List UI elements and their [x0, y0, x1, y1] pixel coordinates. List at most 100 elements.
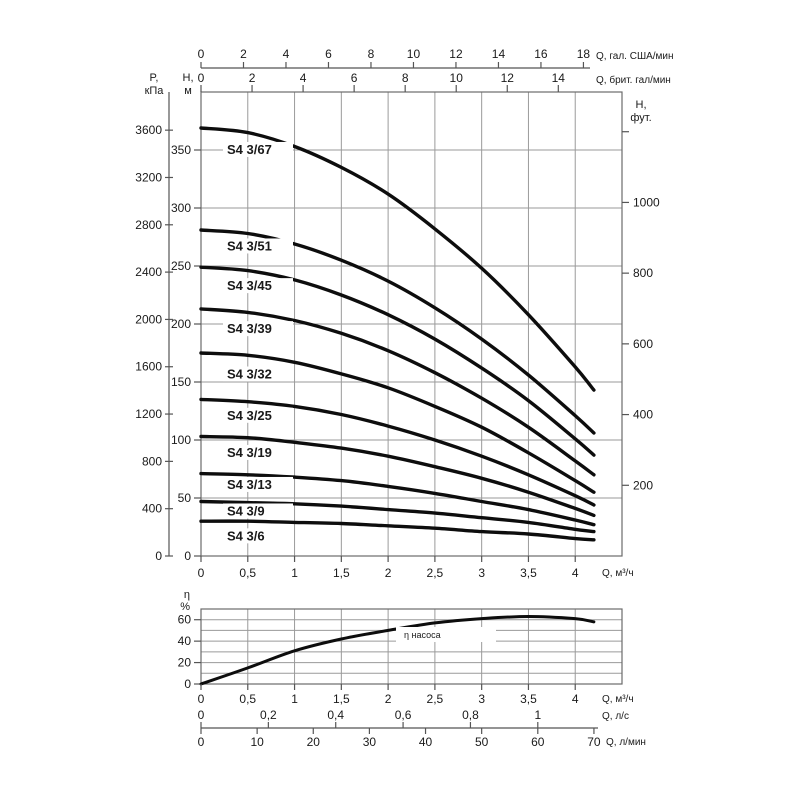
- lps-tick-label: 0,2: [260, 708, 277, 722]
- meters-axis-title-unit: м: [184, 85, 192, 97]
- usgal-tick-label: 12: [449, 47, 463, 61]
- curve-label: S4 3/45: [227, 278, 272, 293]
- eta-tick-label: 40: [178, 634, 192, 648]
- eta-tick-label: 0: [184, 677, 191, 691]
- curve-label: S4 3/51: [227, 238, 272, 253]
- ukgal-tick-label: 6: [351, 71, 358, 85]
- lpm-tick-label: 40: [419, 735, 433, 749]
- eff-x-tick-label: 3: [478, 692, 485, 706]
- lps-tick-label: 0,6: [395, 708, 412, 722]
- usgal-tick-label: 14: [492, 47, 506, 61]
- meters-axis-title: H,: [183, 72, 194, 84]
- meters-tick-label: 250: [171, 259, 191, 273]
- pump-curve-S4-3-67: [199, 126, 596, 392]
- kpa-tick-label: 0: [155, 549, 162, 563]
- ukgal-tick-label: 10: [450, 71, 464, 85]
- curve-label: S4 3/19: [227, 445, 272, 460]
- meters-tick-label: 100: [171, 433, 191, 447]
- curve-label: S4 3/9: [227, 503, 265, 518]
- lpm-tick-label: 50: [475, 735, 489, 749]
- pump-curve-S4-3-32: [199, 351, 596, 494]
- meters-tick-label: 300: [171, 201, 191, 215]
- main-x-tick-label: 2: [385, 566, 392, 580]
- curve-label: S4 3/13: [227, 477, 272, 492]
- kpa-tick-label: 400: [142, 502, 162, 516]
- usgal-tick-label: 2: [240, 47, 247, 61]
- usgal-axis-title: Q, гал. США/мин: [596, 51, 674, 62]
- eff-x-tick-label: 0: [198, 692, 205, 706]
- pump-curve-S4-3-25: [199, 397, 596, 507]
- meters-tick-label: 50: [178, 491, 192, 505]
- eff-plot-border: [200, 608, 623, 685]
- feet-tick-label: 1000: [633, 195, 660, 209]
- kpa-tick-label: 2000: [135, 312, 162, 326]
- usgal-tick-label: 16: [534, 47, 548, 61]
- lpm-tick-label: 70: [587, 735, 601, 749]
- eff-curve-label-bg: [396, 627, 496, 642]
- main-x-tick-label: 0,5: [239, 566, 256, 580]
- lpm-tick-label: 30: [363, 735, 377, 749]
- lps-tick-label: 0: [198, 708, 205, 722]
- curve-label-bg: [223, 503, 293, 519]
- main-x-tick-label: 1: [291, 566, 298, 580]
- main-x-tick-label: 1,5: [333, 566, 350, 580]
- main-x-axis-title: Q, м³/ч: [602, 568, 634, 579]
- main-x-tick-label: 3: [478, 566, 485, 580]
- curve-label-bg: [223, 444, 293, 460]
- ukgal-tick-label: 8: [402, 71, 409, 85]
- ukgal-tick-label: 2: [249, 71, 256, 85]
- feet-tick-label: 200: [633, 478, 653, 492]
- ukgal-tick-label: 12: [501, 71, 515, 85]
- main-x-tick-label: 3,5: [520, 566, 537, 580]
- eff-x-axis-title: Q, м³/ч: [602, 694, 634, 705]
- eff-x-tick-label: 3,5: [520, 692, 537, 706]
- main-x-tick-label: 2,5: [427, 566, 444, 580]
- lpm-tick-label: 60: [531, 735, 545, 749]
- curve-label-bg: [223, 476, 293, 492]
- lpm-tick-label: 20: [307, 735, 321, 749]
- curve-label-bg: [223, 407, 293, 423]
- eta-tick-label: 20: [178, 656, 192, 670]
- kpa-tick-label: 1200: [135, 407, 162, 421]
- eta-axis-title-unit: %: [180, 601, 190, 613]
- meters-tick-label: 0: [184, 549, 191, 563]
- kpa-axis-title: P,: [150, 72, 159, 84]
- eff-x-tick-label: 1: [291, 692, 298, 706]
- efficiency-curve: [199, 614, 596, 686]
- curve-label-bg: [223, 528, 293, 544]
- kpa-tick-label: 2400: [135, 265, 162, 279]
- lpm-tick-label: 0: [198, 735, 205, 749]
- kpa-tick-label: 3600: [135, 123, 162, 137]
- kpa-tick-label: 3200: [135, 170, 162, 184]
- pump-curve-S4-3-6: [199, 519, 596, 542]
- ukgal-axis-title: Q, брит. гал/мин: [596, 74, 671, 86]
- curve-label: S4 3/25: [227, 408, 272, 423]
- feet-tick-label: 800: [633, 266, 653, 280]
- curve-label-bg: [223, 238, 293, 254]
- meters-tick-label: 200: [171, 317, 191, 331]
- lps-tick-label: 0,8: [462, 708, 479, 722]
- usgal-tick-label: 6: [325, 47, 332, 61]
- feet-tick-label: 400: [633, 408, 653, 422]
- pump-curve-S4-3-51: [199, 228, 596, 435]
- meters-tick-label: 150: [171, 375, 191, 389]
- ukgal-tick-label: 0: [198, 71, 205, 85]
- lps-axis-title: Q, л/с: [602, 711, 629, 722]
- eff-x-tick-label: 2,5: [427, 692, 444, 706]
- ukgal-tick-label: 4: [300, 71, 307, 85]
- usgal-tick-label: 4: [283, 47, 290, 61]
- curve-label: S4 3/67: [227, 142, 272, 157]
- eff-x-tick-label: 0,5: [239, 692, 256, 706]
- kpa-axis-title-unit: кПа: [145, 85, 165, 97]
- feet-axis-title: H,: [636, 99, 647, 111]
- eff-x-tick-label: 1,5: [333, 692, 350, 706]
- curve-label-bg: [223, 141, 293, 157]
- main-x-tick-label: 0: [198, 566, 205, 580]
- eta-axis-title: η: [184, 589, 190, 601]
- eff-curve-label: η насоса: [404, 630, 441, 640]
- usgal-tick-label: 8: [368, 47, 375, 61]
- lpm-tick-label: 10: [250, 735, 264, 749]
- lps-tick-label: 0,4: [327, 708, 344, 722]
